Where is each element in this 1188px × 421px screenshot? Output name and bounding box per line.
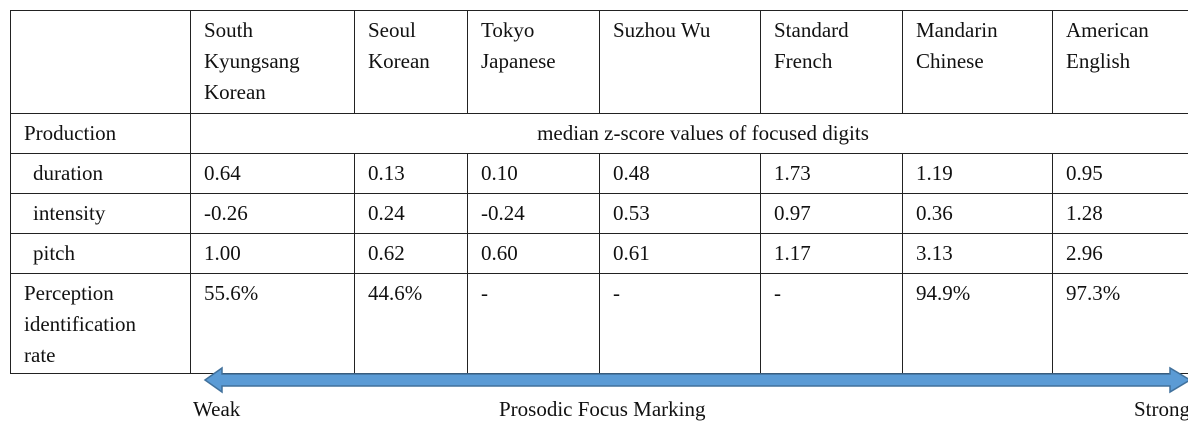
value-cell: 0.62 [354,233,468,274]
value-cell: 1.73 [760,153,903,194]
perception-row: Perception identification rate 55.6% 44.6% - -… [10,273,1188,374]
row-label: intensity [10,193,191,234]
cell-line: identification [24,312,136,336]
row-label: pitch [10,233,191,274]
value-cell: 97.3% [1052,273,1188,374]
cell-line: French [774,49,833,73]
value-cell: 55.6% [190,273,355,374]
value-cell: 0.36 [902,193,1053,234]
value-cell: - [599,273,761,374]
cell-line: South [204,18,254,42]
value-cell: - [467,273,600,374]
cell-line: Japanese [481,49,556,73]
value-cell: 1.28 [1052,193,1188,234]
value-cell: 0.64 [190,153,355,194]
scale-arrow [203,366,1188,394]
cell-line: Mandarin [916,18,998,42]
value-cell: 0.61 [599,233,761,274]
header-row: South Kyungsang Korean Seoul Korean Tokyo Japa… [10,10,1188,114]
scale-left: Weak [193,397,241,421]
scale-right: Strong [1134,397,1188,421]
corner-cell [10,10,191,114]
value-cell: 2.96 [1052,233,1188,274]
cell-line: Perception [24,281,114,305]
value-cell: 0.60 [467,233,600,274]
value-cell: 94.9% [902,273,1053,374]
value-cell: 0.48 [599,153,761,194]
header-cell: Standard French [760,10,903,114]
cell-line: American [1066,18,1149,42]
cell-line: Standard [774,18,849,42]
cell-line: Kyungsang [204,49,300,73]
value-cell: - [760,273,903,374]
header-cell: American English [1052,10,1188,114]
value-cell: 0.95 [1052,153,1188,194]
cell-line: Korean [368,49,430,73]
value-cell: 1.17 [760,233,903,274]
value-cell: -0.24 [467,193,600,234]
data-row: intensity -0.26 0.24 -0.24 0.53 0.97 0.36 1.28 [10,193,1188,234]
perception-label: Perception identification rate [10,273,191,374]
row-label: duration [10,153,191,194]
value-cell: 0.53 [599,193,761,234]
cell-line: English [1066,49,1131,73]
scale-center: Prosodic Focus Marking [499,397,706,421]
value-cell: 44.6% [354,273,468,374]
cell-line: Chinese [916,49,984,73]
cell-line: rate [24,343,56,367]
header-cell: Mandarin Chinese [902,10,1053,114]
cell-line: Suzhou Wu [613,18,711,42]
value-cell: -0.26 [190,193,355,234]
data-row: duration 0.64 0.13 0.10 0.48 1.73 1.19 0.95 [10,153,1188,194]
header-cell: Seoul Korean [354,10,468,114]
value-cell: 1.19 [902,153,1053,194]
cell-line: Seoul [368,18,416,42]
results-table: South Kyungsang Korean Seoul Korean Tokyo Japa… [10,10,1188,374]
data-row: pitch 1.00 0.62 0.60 0.61 1.17 3.13 2.96 [10,233,1188,274]
cell-line: Korean [204,80,266,104]
value-cell: 0.13 [354,153,468,194]
section-label: Production [10,113,191,154]
cell-line: Tokyo [481,18,535,42]
